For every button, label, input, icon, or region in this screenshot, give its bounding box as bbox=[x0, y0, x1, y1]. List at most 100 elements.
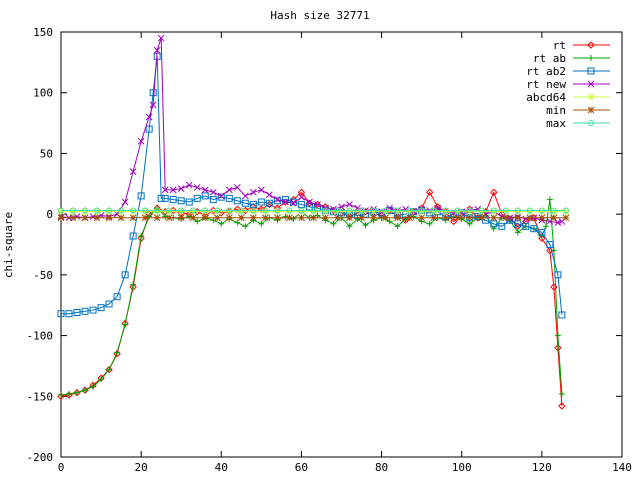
data-point bbox=[554, 344, 562, 352]
data-point bbox=[478, 207, 485, 214]
data-point bbox=[454, 208, 462, 216]
legend-label: max bbox=[546, 117, 566, 130]
data-point bbox=[418, 208, 425, 216]
data-point bbox=[190, 207, 197, 214]
data-point bbox=[490, 208, 498, 216]
data-point bbox=[322, 208, 329, 216]
legend-item: rt bbox=[553, 39, 610, 52]
data-point bbox=[502, 214, 510, 222]
data-point bbox=[262, 214, 269, 222]
data-point bbox=[514, 229, 521, 236]
data-point bbox=[382, 214, 389, 222]
data-point bbox=[165, 214, 173, 222]
legend-item: min bbox=[546, 104, 610, 117]
legend-label: rt ab bbox=[533, 52, 566, 65]
data-point bbox=[58, 207, 64, 214]
data-point bbox=[502, 208, 510, 216]
data-point bbox=[538, 228, 546, 236]
data-point bbox=[550, 208, 558, 216]
data-point bbox=[114, 349, 121, 356]
data-point bbox=[402, 210, 410, 218]
data-point bbox=[238, 207, 245, 214]
data-point bbox=[66, 390, 73, 397]
data-point bbox=[106, 207, 113, 214]
x-tick-label: 140 bbox=[612, 461, 632, 474]
data-point bbox=[65, 310, 73, 318]
data-point bbox=[546, 241, 554, 248]
plot-frame bbox=[60, 31, 623, 458]
data-point bbox=[346, 208, 353, 216]
data-point bbox=[514, 208, 522, 216]
legend-item: abcd64 bbox=[526, 91, 610, 104]
data-point bbox=[394, 223, 401, 230]
data-point bbox=[358, 214, 365, 222]
data-point bbox=[129, 214, 137, 222]
data-point bbox=[178, 207, 185, 214]
data-point bbox=[157, 194, 165, 202]
data-point bbox=[146, 213, 153, 220]
legend-label: rt new bbox=[526, 78, 566, 91]
data-point bbox=[149, 89, 157, 97]
data-point bbox=[118, 207, 125, 214]
y-tick-label: -200 bbox=[27, 451, 54, 464]
data-point bbox=[89, 213, 97, 220]
data-point bbox=[542, 223, 549, 230]
data-point bbox=[185, 181, 193, 189]
data-point bbox=[141, 208, 149, 216]
data-point bbox=[250, 207, 257, 214]
legend-marker bbox=[588, 120, 594, 126]
data-point bbox=[418, 207, 425, 214]
data-point bbox=[262, 208, 269, 216]
data-point bbox=[166, 207, 173, 214]
data-point bbox=[81, 214, 89, 222]
data-point bbox=[346, 201, 353, 208]
series-abcd64 bbox=[57, 208, 570, 216]
data-point bbox=[177, 214, 185, 222]
data-point bbox=[161, 186, 169, 194]
data-point bbox=[370, 214, 377, 222]
data-point bbox=[538, 208, 546, 216]
data-point bbox=[526, 214, 534, 222]
data-point bbox=[129, 168, 137, 175]
x-tick-label: 20 bbox=[135, 461, 148, 474]
y-tick-label: 150 bbox=[33, 26, 53, 39]
data-point bbox=[554, 219, 562, 226]
y-tick-label: 0 bbox=[46, 208, 53, 221]
legend-label: rt bbox=[553, 39, 566, 52]
data-point bbox=[149, 101, 157, 109]
data-point bbox=[358, 207, 365, 214]
data-point bbox=[138, 233, 145, 239]
data-point bbox=[274, 208, 281, 216]
data-point bbox=[334, 208, 341, 216]
data-point bbox=[358, 208, 365, 216]
data-point bbox=[362, 222, 369, 229]
data-point bbox=[370, 207, 377, 214]
data-point bbox=[442, 208, 450, 216]
data-point bbox=[426, 220, 433, 227]
legend-marker bbox=[588, 55, 594, 61]
y-axis-title: chi-square bbox=[2, 212, 15, 278]
data-point bbox=[145, 125, 153, 133]
data-point bbox=[129, 232, 137, 240]
data-point bbox=[74, 389, 81, 396]
data-point bbox=[442, 207, 449, 214]
data-point bbox=[382, 208, 389, 216]
data-point bbox=[558, 402, 566, 410]
series-line bbox=[60, 37, 563, 224]
data-point bbox=[274, 207, 281, 214]
data-point bbox=[105, 208, 113, 216]
data-point bbox=[82, 387, 89, 394]
data-point bbox=[498, 213, 506, 220]
data-point bbox=[310, 207, 317, 214]
data-point bbox=[466, 207, 473, 214]
y-tick-label: -50 bbox=[33, 269, 53, 282]
data-point bbox=[185, 198, 193, 206]
data-point bbox=[209, 188, 217, 196]
legend-item: rt ab bbox=[533, 52, 610, 65]
data-point bbox=[490, 207, 497, 214]
data-point bbox=[546, 196, 553, 203]
data-point bbox=[526, 208, 534, 216]
data-point bbox=[130, 281, 137, 288]
data-point bbox=[169, 186, 177, 194]
data-point bbox=[98, 376, 105, 383]
